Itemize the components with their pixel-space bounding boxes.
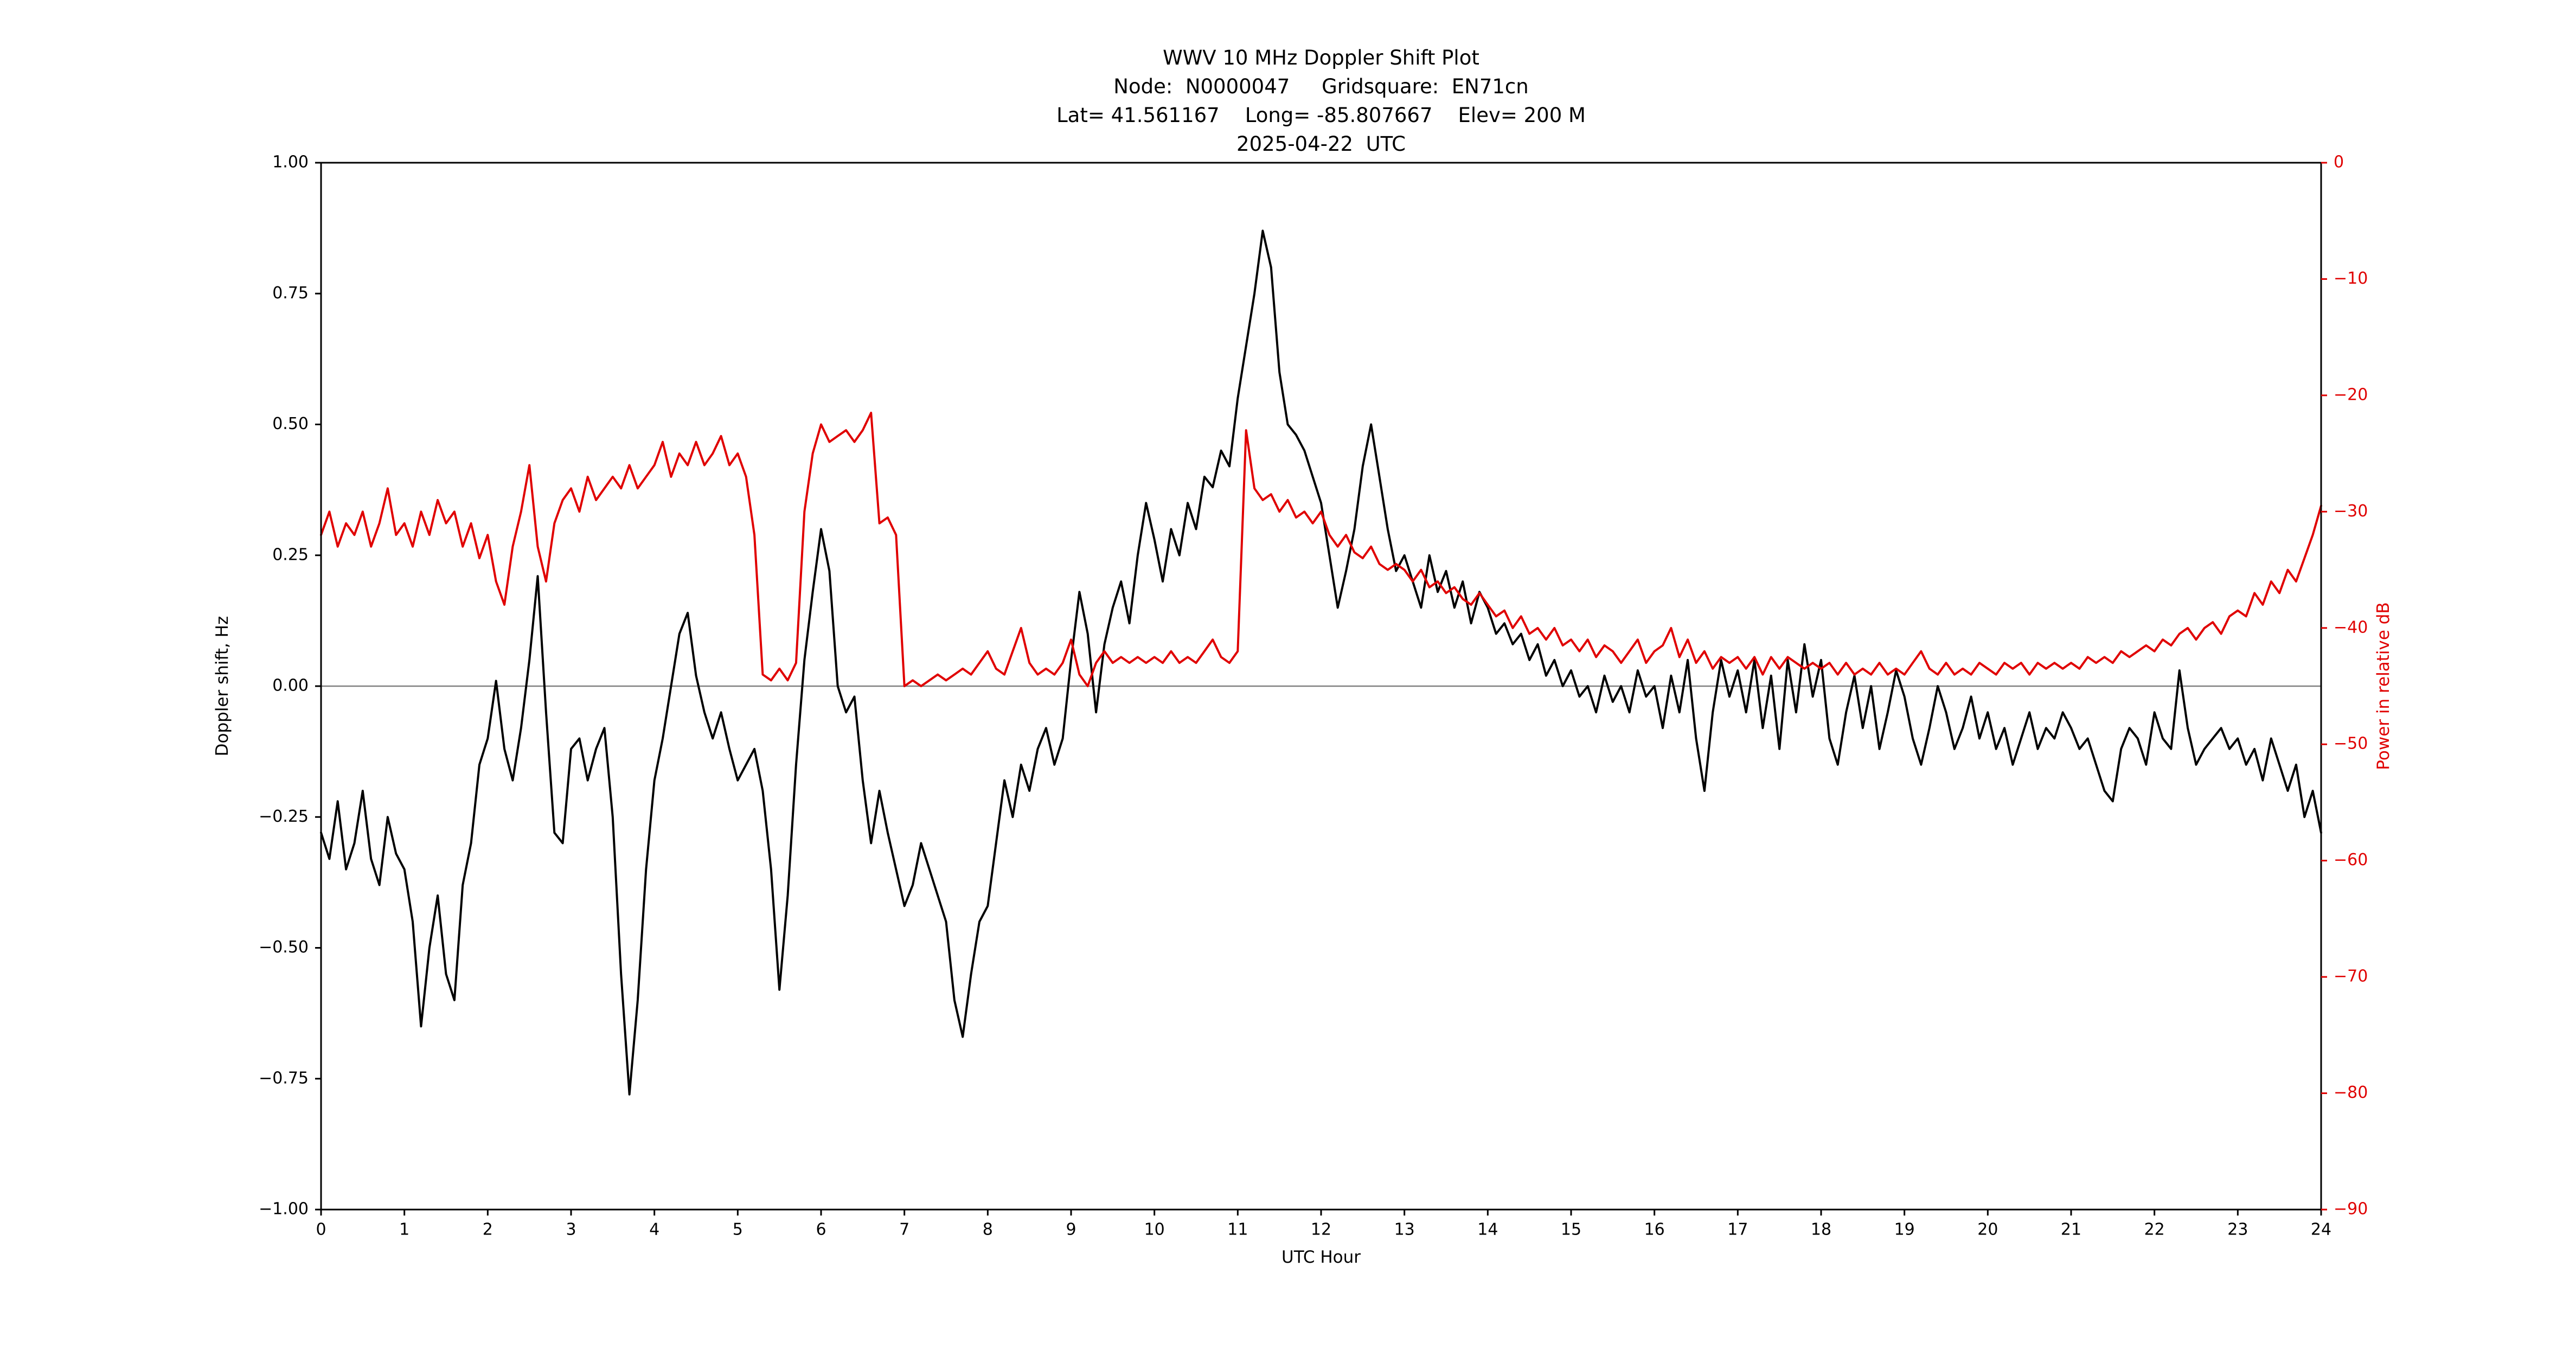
chart-subtitle-location: Lat= 41.561167 Long= -85.807667 Elev= 20… (1056, 104, 1586, 127)
x-tick-label: 23 (2227, 1220, 2248, 1239)
doppler-series-line (320, 229, 2322, 1096)
x-tick-label: 21 (2061, 1220, 2081, 1239)
y-axis-label-right: Power in relative dB (2374, 602, 2393, 770)
x-tick-label: 16 (1644, 1220, 1665, 1239)
x-tick-label: 18 (1811, 1220, 1831, 1239)
x-tick-label: 15 (1561, 1220, 1581, 1239)
y-right-ticks: 0 −10 −20 −30 −40 −50 −60 −70 −80 −90 (2321, 153, 2368, 1219)
x-tick-label: 22 (2144, 1220, 2165, 1239)
x-tick-label: 24 (2311, 1220, 2331, 1239)
series-group (320, 229, 2322, 1096)
y-axis-label-left: Doppler shift, Hz (213, 616, 232, 757)
y-right-tick-label: −80 (2334, 1083, 2368, 1102)
x-tick-label: 9 (1066, 1220, 1076, 1239)
x-tick-label: 4 (649, 1220, 659, 1239)
x-tick-label: 7 (899, 1220, 909, 1239)
y-right-tick-label: −70 (2334, 967, 2368, 986)
x-tick-label: 11 (1227, 1220, 1248, 1239)
y-left-tick-label: 0.50 (272, 414, 309, 433)
y-left-ticks: 1.00 0.75 0.50 0.25 0.00 −0.25 −0.50 −0.75 −1.00 (259, 153, 321, 1219)
chart-title-block: WWV 10 MHz Doppler Shift Plot Node: N000… (321, 43, 2321, 158)
x-tick-label: 5 (733, 1220, 743, 1239)
y-right-tick-label: −50 (2334, 734, 2368, 753)
y-right-tick-label: −90 (2334, 1200, 2368, 1219)
x-tick-label: 10 (1144, 1220, 1165, 1239)
y-right-tick-label: −30 (2334, 502, 2368, 521)
y-left-tick-label: 0.75 (272, 284, 309, 303)
x-tick-label: 2 (483, 1220, 493, 1239)
x-axis-ticks: 0 1 2 3 4 5 6 7 8 9 10 11 12 13 14 15 16 17 18 19 20 21 22 23 24 (316, 1210, 2331, 1239)
x-tick-label: 0 (316, 1220, 326, 1239)
y-left-tick-label: −0.50 (259, 938, 309, 957)
chart-subtitle-node: Node: N0000047 Gridsquare: EN71cn (1113, 75, 1529, 98)
y-right-tick-label: −20 (2334, 385, 2368, 404)
x-tick-label: 13 (1394, 1220, 1415, 1239)
y-left-tick-label: −0.75 (259, 1069, 309, 1088)
y-right-tick-label: −40 (2334, 618, 2368, 637)
x-axis-label: UTC Hour (1281, 1248, 1361, 1267)
x-tick-label: 14 (1477, 1220, 1498, 1239)
x-tick-label: 3 (566, 1220, 576, 1239)
x-tick-label: 1 (399, 1220, 409, 1239)
x-tick-label: 12 (1311, 1220, 1331, 1239)
y-right-tick-label: 0 (2334, 153, 2344, 172)
y-left-tick-label: 0.00 (272, 676, 309, 695)
y-left-tick-label: 0.25 (272, 545, 309, 564)
x-tick-label: 8 (983, 1220, 993, 1239)
x-tick-label: 17 (1727, 1220, 1748, 1239)
y-left-tick-label: 1.00 (272, 153, 309, 172)
power-series-line (320, 412, 2322, 687)
y-left-tick-label: −0.25 (259, 807, 309, 826)
chart-subtitle-date: 2025-04-22 UTC (1236, 132, 1406, 156)
x-tick-label: 19 (1894, 1220, 1915, 1239)
y-right-tick-label: −10 (2334, 269, 2368, 288)
y-right-tick-label: −60 (2334, 850, 2368, 869)
chart-title: WWV 10 MHz Doppler Shift Plot (1163, 46, 1479, 69)
y-left-tick-label: −1.00 (259, 1200, 309, 1219)
x-tick-label: 20 (1977, 1220, 1998, 1239)
x-tick-label: 6 (816, 1220, 826, 1239)
